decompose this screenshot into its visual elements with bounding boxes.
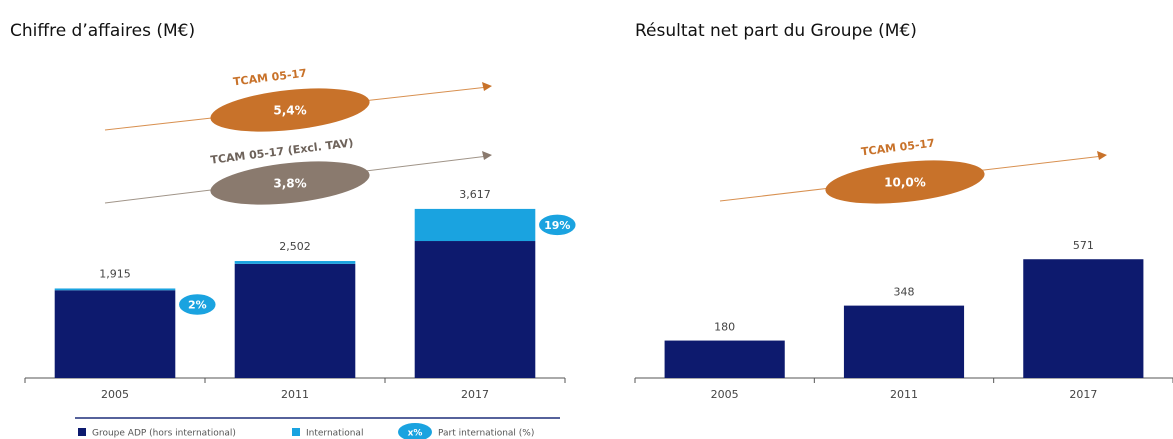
share-label: 19% [544,219,570,232]
share-label: 2% [188,298,207,311]
legend-badge [398,423,432,439]
annotation-value: 3,8% [273,177,306,191]
total-label: 1,915 [99,267,131,280]
x-tick-label: 2017 [461,388,489,401]
x-tick-label: 2017 [1069,388,1097,401]
bar-segment [414,208,536,242]
bar [664,340,785,378]
value-label: 348 [894,286,915,299]
total-label: 3,617 [459,188,491,201]
bar [843,305,965,378]
annotation: TCAM 05-17 (Excl. TAV) 3,8% [104,136,492,205]
bar-segment [54,288,176,291]
bar-segment [414,241,536,378]
annotation-label: TCAM 05-17 [232,67,307,89]
value-label: 571 [1073,239,1094,252]
x-tick-label: 2011 [281,388,309,401]
legend-label: Part international (%) [438,429,534,439]
bar [1023,259,1144,378]
x-tick-label: 2005 [101,388,129,401]
annotation-label: TCAM 05-17 [860,137,935,159]
value-label: 180 [714,321,735,334]
legend-swatch [78,428,86,436]
share-badge [177,292,218,317]
legend-label: International [306,429,363,439]
bar-segment [54,290,176,378]
x-tick-label: 2005 [711,388,739,401]
annotation: TCAM 05-17 5,4% [104,67,492,132]
bar-segment [234,261,356,264]
chart-title: Chiffre d’affaires (M€) [10,21,195,41]
chart-title: Résultat net part du Groupe (M€) [635,21,917,41]
annotation-value: 5,4% [273,104,306,118]
annotation-value: 10,0% [884,176,926,190]
legend-label: Groupe ADP (hors international) [92,429,236,439]
bar-segment [234,263,356,378]
share-badge [537,213,578,237]
total-label: 2,502 [279,240,311,253]
legend: Groupe ADP (hors international) Internat… [78,423,534,439]
legend-badge-text: x% [408,429,423,439]
annotation: TCAM 05-17 10,0% [719,137,1107,204]
x-tick-label: 2011 [890,388,918,401]
legend-swatch [292,428,300,436]
